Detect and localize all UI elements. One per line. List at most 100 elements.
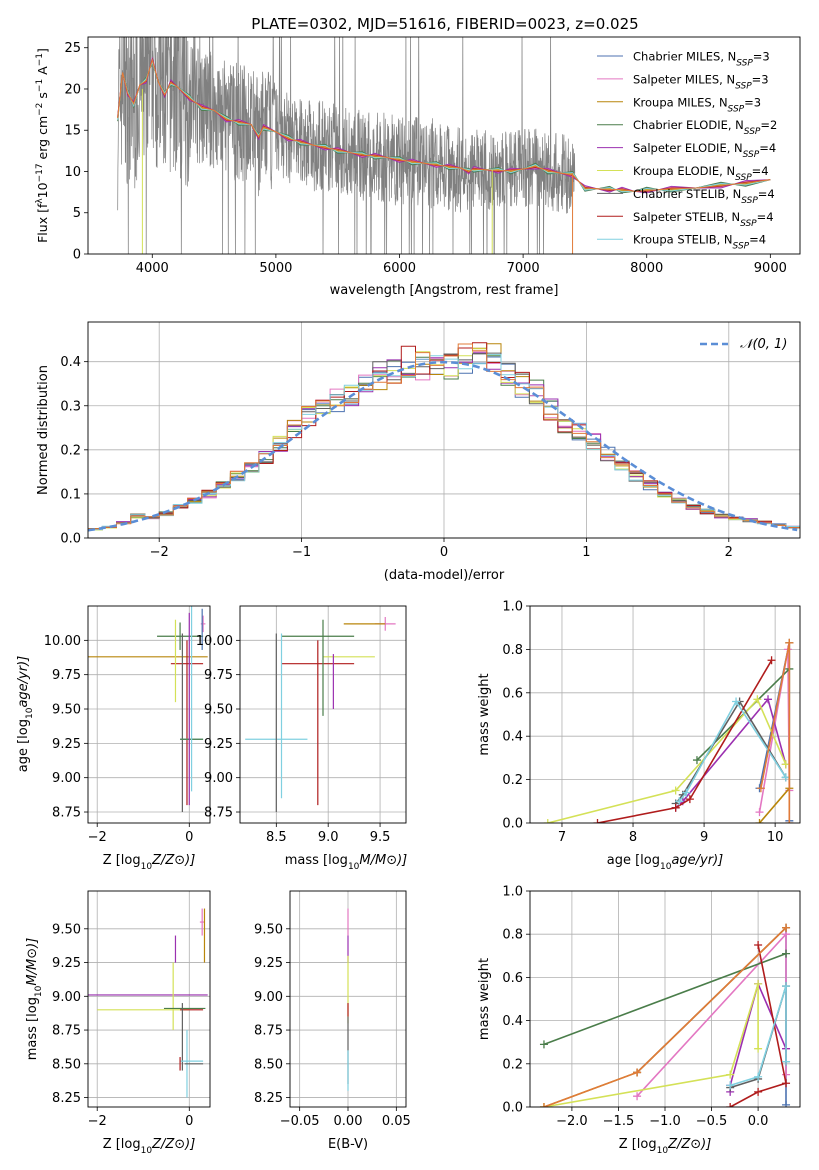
weight-line	[729, 985, 787, 1087]
x-tick-label: 9.5	[370, 830, 391, 845]
y-tick-label: 5	[73, 206, 81, 221]
weight-marker	[726, 1070, 735, 1079]
weight-marker	[785, 638, 794, 647]
y-tick-label: 0.2	[60, 443, 81, 458]
x-tick-label: −2	[88, 1114, 107, 1129]
x-tick-label: 0.00	[334, 1114, 363, 1129]
x-tick-label: 9000	[754, 261, 787, 276]
legend-label: 𝒩(0, 1)	[740, 337, 787, 352]
y-tick-label: 9.00	[254, 990, 283, 1005]
histogram-step	[88, 348, 800, 531]
y-tick-label: 20	[64, 82, 81, 97]
legend-label: Chabrier ELODIE, NSSP=2	[633, 118, 777, 137]
x-axis-label: age [log10age/yr)]	[607, 853, 723, 872]
weight-marker	[754, 1044, 763, 1053]
y-tick-label: 0.8	[502, 928, 523, 943]
y-tick-label: 10.00	[196, 634, 233, 649]
x-tick-label: 6000	[383, 261, 416, 276]
panel-mass-vs-z: −2 0 8.25 8.50 8.75 9.00 9.25 9.50 Z [log10Z/Z⊙)…	[25, 890, 211, 1156]
data-spectrum	[117, 37, 576, 254]
panel-residuals: −2 −1 0 1 2 0.0 0.1 0.2 0.3 0.4 𝒩(0, 1) (data-model…	[36, 321, 801, 583]
weight-marker	[781, 773, 790, 782]
x-tick-label: 0.0	[748, 1114, 769, 1129]
weight-marker	[767, 656, 776, 665]
weight-line	[678, 699, 787, 802]
y-tick-label: 8.25	[52, 1091, 81, 1106]
legend-label: Chabrier MILES, NSSP=3	[633, 50, 770, 69]
x-tick-label: 9.0	[318, 830, 339, 845]
weight-line	[597, 659, 773, 823]
x-axis-label: mass [log10M/M⊙)]	[285, 853, 408, 872]
axes-frame	[87, 605, 211, 824]
grid	[88, 891, 210, 1107]
weight-marker	[539, 1103, 548, 1107]
y-tick-label: 8.75	[254, 1024, 283, 1039]
plot-area	[88, 908, 208, 1098]
y-tick-label: 0.1	[60, 487, 81, 502]
weight-marker	[753, 695, 762, 704]
axes-frame	[87, 36, 801, 255]
panel-age-vs-z: −2 0 8.75 9.00 9.25 9.50 9.75 10.00 Z [log10Z/Z⊙…	[16, 605, 211, 872]
legend: Chabrier MILES, NSSP=3 Salpeter MILES, NS…	[597, 50, 777, 252]
x-tick-label: 0	[185, 830, 193, 845]
axes-frame	[529, 890, 801, 1108]
weight-marker	[782, 982, 791, 991]
x-tick-label: 9	[700, 830, 708, 845]
y-tick-label: 8.25	[254, 1091, 283, 1106]
weight-line	[729, 944, 787, 1107]
y-tick-label: 9.25	[254, 956, 283, 971]
y-tick-label: 15	[64, 124, 81, 139]
y-tick-label: 9.00	[52, 990, 81, 1005]
y-tick-label: 1.0	[502, 885, 523, 900]
y-tick-label: 8.75	[52, 806, 81, 821]
x-tick-label: 1	[582, 545, 590, 560]
x-tick-label: 8.5	[266, 830, 287, 845]
x-axis-label: Z [log10Z/Z⊙)]	[103, 853, 196, 872]
y-tick-label: 9.50	[52, 703, 81, 718]
y-axis-label: Normed distribution	[36, 365, 51, 495]
y-tick-label: 0.0	[502, 817, 523, 832]
x-tick-label: −1	[292, 545, 311, 560]
y-tick-label: 0.2	[502, 773, 523, 788]
weight-marker	[543, 819, 552, 823]
y-tick-label: 0.8	[502, 643, 523, 658]
panel-spectrum: 4000 5000 6000 7000 8000 9000 0 5 10 15 20 25 Chabri…	[35, 36, 801, 298]
y-tick-label: 8.75	[204, 806, 233, 821]
weight-marker	[782, 1079, 791, 1088]
y-tick-label: 0.0	[502, 1101, 523, 1116]
y-tick-label: 9.75	[204, 668, 233, 683]
axes-frame	[87, 890, 211, 1108]
weight-marker	[782, 923, 791, 932]
axes-frame	[529, 605, 801, 824]
weight-marker	[781, 760, 790, 769]
y-tick-label: 0.2	[502, 1057, 523, 1072]
weight-marker	[782, 1100, 791, 1107]
panel-age-vs-mass: 8.5 9.0 9.5 8.75 9.00 9.25 9.50 9.75 10.00 mass […	[196, 605, 408, 872]
figure-title: PLATE=0302, MJD=51616, FIBERID=0023, z=0…	[251, 15, 638, 33]
x-tick-label: −2.0	[556, 1114, 588, 1129]
legend-label: Kroupa ELODIE, NSSP=4	[633, 164, 769, 183]
weight-marker	[675, 797, 684, 806]
y-tick-label: 8.50	[52, 1057, 81, 1072]
x-tick-label: 8000	[630, 261, 663, 276]
plot-area	[245, 616, 396, 813]
y-tick-label: 9.00	[52, 771, 81, 786]
legend-label: Kroupa MILES, NSSP=3	[633, 95, 761, 114]
x-tick-label: 5000	[259, 261, 292, 276]
y-tick-label: 0.6	[502, 686, 523, 701]
y-tick-label: 10.00	[44, 634, 81, 649]
y-tick-label: 0.0	[60, 532, 81, 547]
x-tick-label: −0.5	[696, 1114, 728, 1129]
y-tick-label: 8.75	[52, 1024, 81, 1039]
x-tick-label: 0.05	[382, 1114, 411, 1129]
y-axis-label: mass [log10M/M⊙)]	[25, 938, 44, 1061]
x-axis-label: (data-model)/error	[384, 568, 505, 583]
axes-frame	[239, 605, 407, 824]
weight-marker	[671, 803, 680, 812]
plot-area	[88, 342, 800, 532]
y-tick-label: 9.50	[204, 703, 233, 718]
weight-marker	[754, 941, 763, 949]
weight-marker	[754, 979, 763, 988]
y-tick-label: 9.75	[52, 668, 81, 683]
